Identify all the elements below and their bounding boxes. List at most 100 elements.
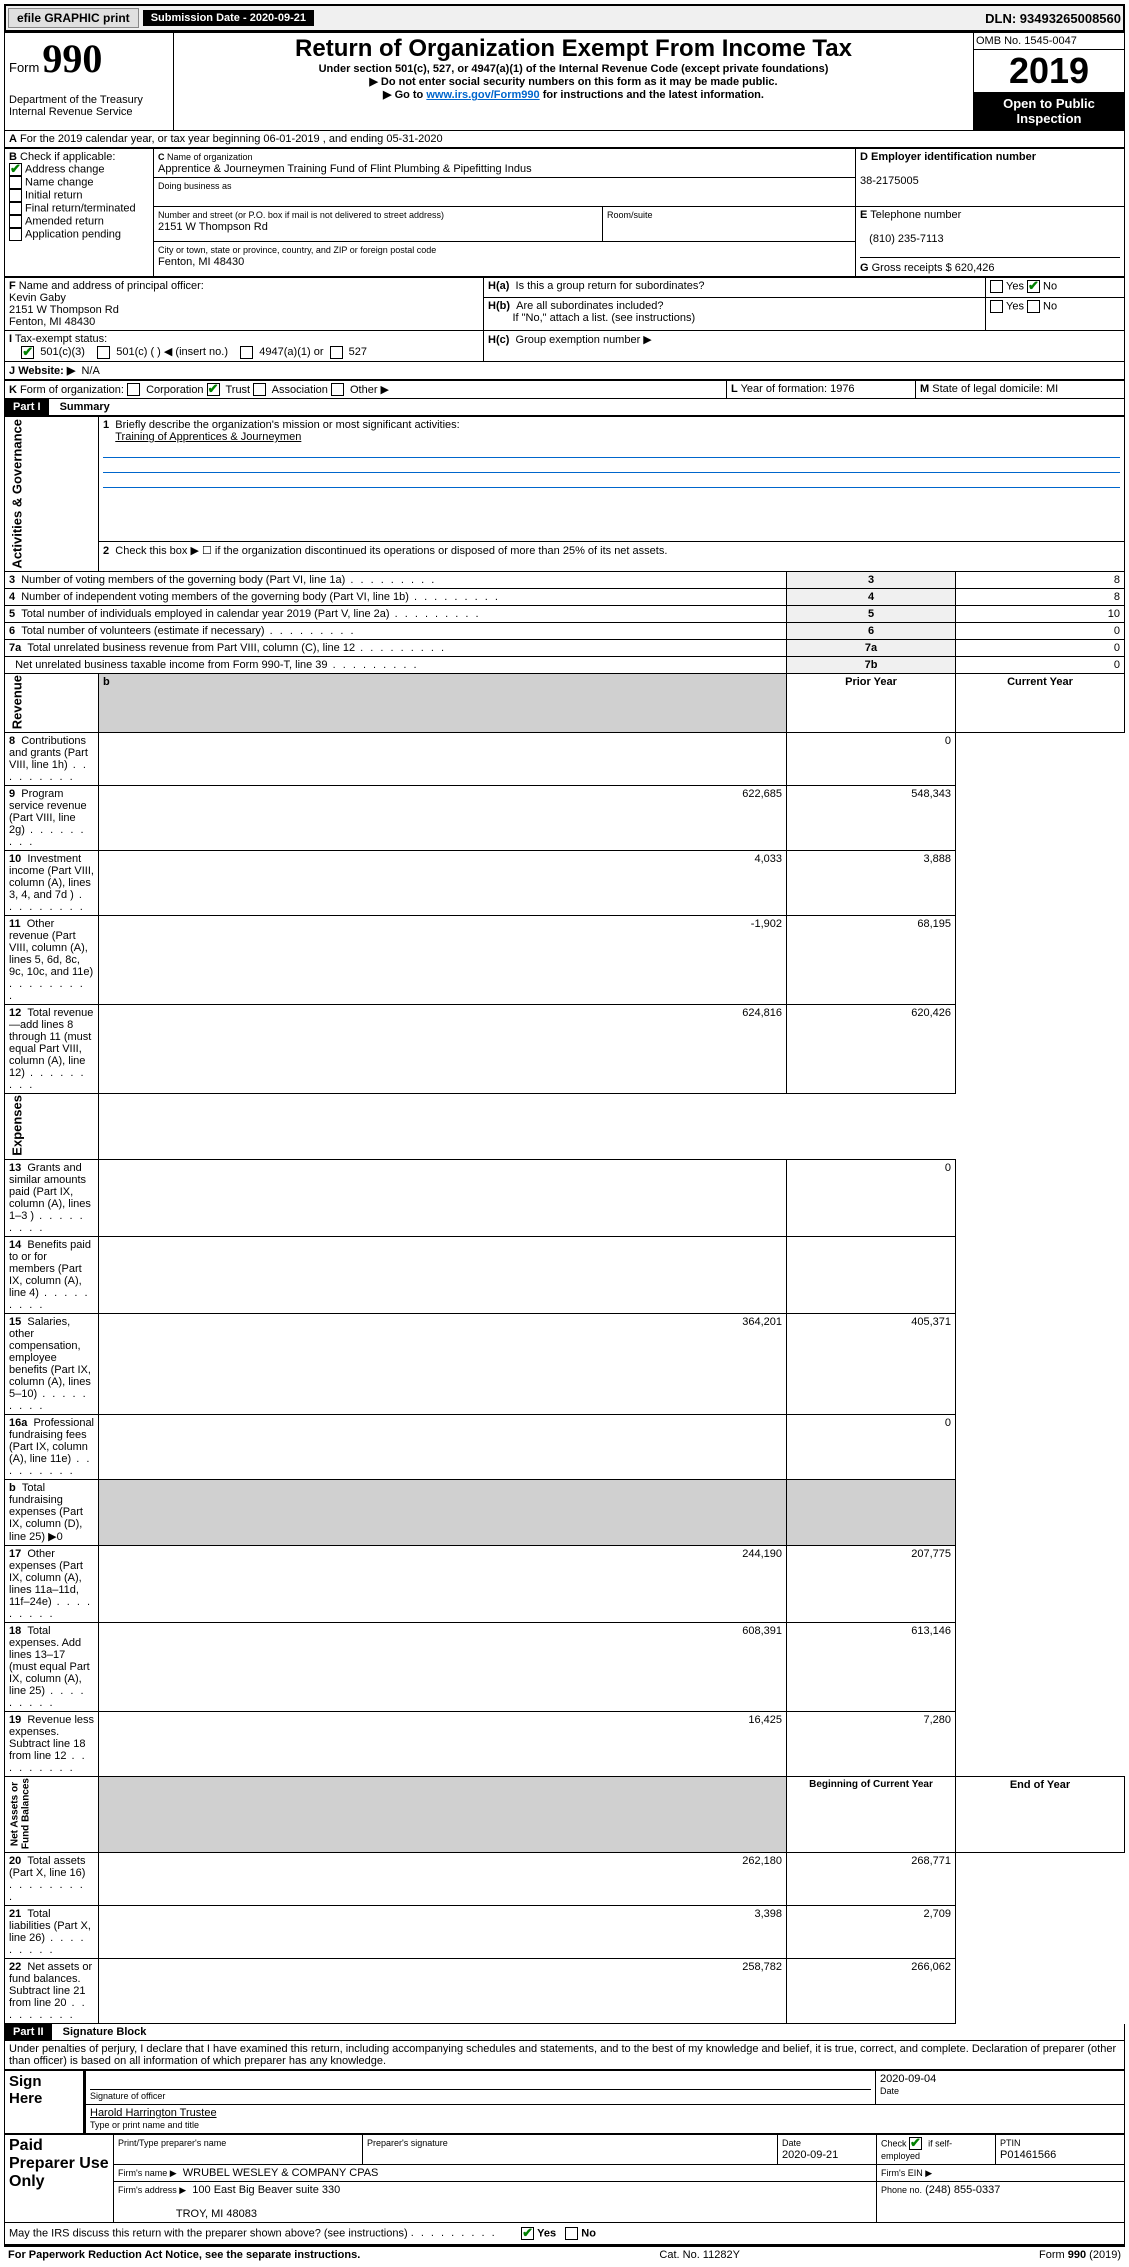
footer-mid: Cat. No. 11282Y bbox=[659, 2249, 740, 2261]
officer-addr2: Fenton, MI 48430 bbox=[9, 316, 95, 328]
sign-here-label: Sign Here bbox=[5, 2070, 85, 2133]
b-check-1[interactable] bbox=[9, 176, 22, 189]
part2-title: Signature Block bbox=[55, 2026, 147, 2038]
page-footer: For Paperwork Reduction Act Notice, see … bbox=[4, 2245, 1125, 2263]
form-subtitle: Under section 501(c), 527, or 4947(a)(1)… bbox=[178, 63, 969, 75]
officer-addr1: 2151 W Thompson Rd bbox=[9, 304, 119, 316]
j-label: Website: ▶ bbox=[18, 365, 75, 377]
officer-name: Kevin Gaby bbox=[9, 292, 66, 304]
telephone: (810) 235-7113 bbox=[869, 233, 943, 245]
paid-preparer-label: Paid Preparer Use Only bbox=[5, 2134, 114, 2222]
hb-note: If "No," attach a list. (see instruction… bbox=[512, 312, 695, 324]
501c-checkbox[interactable] bbox=[97, 346, 110, 359]
b-check-2[interactable] bbox=[9, 189, 22, 202]
hc-text: Group exemption number ▶ bbox=[516, 334, 652, 346]
signature-block: Sign Here Signature of officer 2020-09-0… bbox=[4, 2070, 1125, 2134]
gross-receipts: 620,426 bbox=[955, 262, 995, 274]
top-bar: efile GRAPHIC print Submission Date - 20… bbox=[4, 4, 1125, 32]
ein: 38-2175005 bbox=[860, 175, 919, 187]
vlabel-netassets: Net Assets orFund Balances bbox=[5, 1776, 99, 1852]
date-label: Date bbox=[880, 2086, 899, 2096]
tax-year: 2019 bbox=[974, 50, 1124, 92]
col-beginning: Beginning of Current Year bbox=[787, 1776, 956, 1852]
firm-phone: (248) 855-0337 bbox=[925, 2184, 1000, 2196]
firm-name: WRUBEL WESLEY & COMPANY CPAS bbox=[183, 2167, 379, 2179]
q2: Check this box ▶ ☐ if the organization d… bbox=[115, 545, 667, 557]
city-label: City or town, state or province, country… bbox=[158, 245, 436, 255]
k-check-2[interactable] bbox=[253, 383, 266, 396]
omb-number: OMB No. 1545-0047 bbox=[974, 33, 1124, 50]
check-self-label: Check bbox=[881, 2138, 909, 2148]
irs-link[interactable]: www.irs.gov/Form990 bbox=[426, 89, 539, 101]
form-number: 990 bbox=[42, 36, 102, 81]
officer-block: F Name and address of principal officer:… bbox=[4, 277, 1125, 380]
4947-checkbox[interactable] bbox=[240, 346, 253, 359]
m-label: State of legal domicile: bbox=[932, 383, 1043, 395]
prep-sig-label: Preparer's signature bbox=[367, 2138, 448, 2148]
arrow-icon bbox=[383, 89, 395, 101]
firm-name-label: Firm's name ▶ bbox=[118, 2168, 177, 2178]
b-check-3[interactable] bbox=[9, 202, 22, 215]
b-label: Check if applicable: bbox=[20, 151, 115, 163]
street-address: 2151 W Thompson Rd bbox=[158, 221, 268, 233]
klm-block: K Form of organization: Corporation Trus… bbox=[4, 380, 1125, 400]
d-label: Employer identification number bbox=[871, 151, 1036, 163]
k-check-1[interactable] bbox=[207, 383, 220, 396]
g-label: Gross receipts $ bbox=[872, 262, 952, 274]
footer-right: Form 990 (2019) bbox=[1039, 2249, 1121, 2261]
discuss-row: May the IRS discuss this return with the… bbox=[4, 2223, 1125, 2245]
discuss-no-checkbox[interactable] bbox=[565, 2227, 578, 2240]
part1-header: Part I Summary bbox=[4, 399, 1125, 416]
b-check-0[interactable] bbox=[9, 163, 22, 176]
dept-treasury: Department of the Treasury Internal Reve… bbox=[9, 94, 143, 118]
k-check-3[interactable] bbox=[331, 383, 344, 396]
opt-4947: 4947(a)(1) or bbox=[259, 346, 323, 358]
l-label: Year of formation: bbox=[741, 383, 827, 395]
form-title: Return of Organization Exempt From Incom… bbox=[178, 35, 969, 63]
firm-addr1: 100 East Big Beaver suite 330 bbox=[192, 2184, 340, 2196]
goto-pre: Go to bbox=[395, 89, 427, 101]
submission-date: Submission Date - 2020-09-21 bbox=[143, 10, 314, 26]
open-to-public: Open to Public Inspection bbox=[974, 92, 1124, 130]
part1-body: Activities & Governance 1 Briefly descri… bbox=[4, 416, 1125, 2024]
prep-date: 2020-09-21 bbox=[782, 2149, 838, 2161]
efile-button[interactable]: efile GRAPHIC print bbox=[8, 8, 139, 28]
ha-no-checkbox[interactable] bbox=[1027, 280, 1040, 293]
ha-text: Is this a group return for subordinates? bbox=[516, 280, 705, 292]
hb-text: Are all subordinates included? bbox=[516, 300, 663, 312]
state-domicile: MI bbox=[1046, 383, 1058, 395]
b-check-4[interactable] bbox=[9, 215, 22, 228]
form-word: Form bbox=[9, 60, 39, 75]
firm-ein-label: Firm's EIN ▶ bbox=[881, 2168, 932, 2178]
part1-label: Part I bbox=[5, 399, 49, 415]
opt-527: 527 bbox=[349, 346, 367, 358]
self-employed-checkbox[interactable] bbox=[909, 2137, 922, 2150]
part2-label: Part II bbox=[5, 2024, 52, 2040]
col-prior: Prior Year bbox=[787, 673, 956, 732]
year-formation: 1976 bbox=[830, 383, 854, 395]
hb-yes-checkbox[interactable] bbox=[990, 300, 1003, 313]
sig-date: 2020-09-04 bbox=[880, 2073, 936, 2085]
col-end: End of Year bbox=[956, 1776, 1125, 1852]
preparer-block: Paid Preparer Use Only Print/Type prepar… bbox=[4, 2134, 1125, 2223]
part1-title: Summary bbox=[52, 401, 110, 413]
firm-addr2: TROY, MI 48083 bbox=[176, 2208, 257, 2220]
527-checkbox[interactable] bbox=[330, 346, 343, 359]
room-label: Room/suite bbox=[607, 210, 653, 220]
k-check-0[interactable] bbox=[127, 383, 140, 396]
ptin-label: PTIN bbox=[1000, 2138, 1021, 2148]
form-header: Form 990 Department of the Treasury Inte… bbox=[4, 32, 1125, 131]
discuss-text: May the IRS discuss this return with the… bbox=[9, 2227, 408, 2239]
hb-no-checkbox[interactable] bbox=[1027, 300, 1040, 313]
b-check-5[interactable] bbox=[9, 228, 22, 241]
dln: DLN: 93493265008560 bbox=[985, 11, 1121, 26]
type-name-label: Type or print name and title bbox=[90, 2120, 199, 2130]
ptin: P01461566 bbox=[1000, 2149, 1056, 2161]
opt-501c: 501(c) ( ) ◀ (insert no.) bbox=[116, 346, 228, 358]
501c3-checkbox[interactable] bbox=[21, 346, 34, 359]
ha-yes-checkbox[interactable] bbox=[990, 280, 1003, 293]
sig-officer-label: Signature of officer bbox=[90, 2091, 165, 2101]
discuss-yes-checkbox[interactable] bbox=[521, 2227, 534, 2240]
q1: Briefly describe the organization's miss… bbox=[115, 419, 459, 431]
perjury-text: Under penalties of perjury, I declare th… bbox=[4, 2041, 1125, 2070]
